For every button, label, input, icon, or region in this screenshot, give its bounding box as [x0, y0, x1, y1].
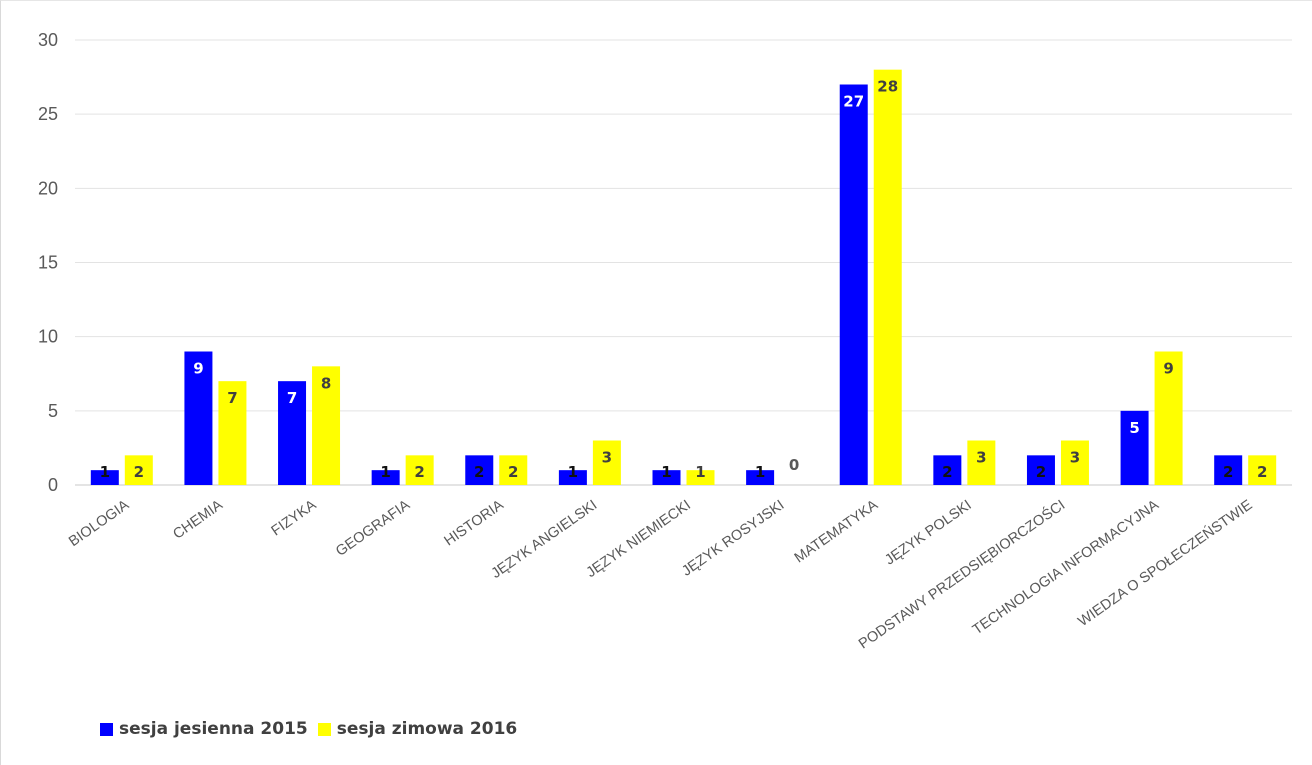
bar-series-1: [839, 84, 868, 485]
bar-series-1: [746, 470, 775, 485]
category-label: WIEDZA O SPOŁECZEŃSTWIE: [1075, 496, 1256, 630]
legend-label-series-1: sesja jesienna 2015: [119, 719, 308, 739]
data-label: 2: [1036, 463, 1046, 481]
y-tick-label: 20: [38, 178, 58, 198]
bar-series-2: [1248, 455, 1277, 485]
bar-series-2: [686, 470, 715, 485]
legend-swatch-series-2: [317, 722, 331, 736]
bar-series-2: [967, 440, 996, 485]
data-label: 5: [1129, 419, 1139, 437]
data-label: 0: [789, 456, 799, 474]
y-tick-label: 25: [38, 104, 58, 124]
bar-series-1: [558, 470, 587, 485]
legend: sesja jesienna 2015 sesja zimowa 2016: [100, 719, 527, 739]
bar-series-2: [499, 455, 528, 485]
data-label: 7: [227, 389, 237, 407]
data-label: 7: [287, 389, 297, 407]
bar-series-1: [1120, 410, 1149, 485]
data-label: 2: [942, 463, 952, 481]
bar-series-1: [278, 381, 307, 485]
data-label: 9: [193, 360, 203, 378]
bar-series-1: [90, 470, 119, 485]
bar-series-2: [592, 440, 621, 485]
category-label: HISTORIA: [442, 497, 507, 549]
category-label: BIOLOGIA: [66, 497, 132, 550]
data-label: 1: [568, 463, 578, 481]
category-label: GEOGRAFIA: [333, 497, 413, 560]
data-label: 2: [134, 463, 144, 481]
bar-series-2: [312, 366, 341, 485]
data-label: 3: [602, 449, 612, 467]
bar-series-2: [218, 381, 247, 485]
bar-series-1: [371, 470, 400, 485]
data-label: 2: [474, 463, 484, 481]
data-label: 3: [1070, 449, 1080, 467]
category-label: CHEMIA: [170, 497, 226, 543]
data-label: 27: [843, 93, 864, 111]
data-label: 8: [321, 374, 331, 392]
category-label: MATEMATYKA: [792, 497, 882, 566]
category-labels: BIOLOGIA CHEMIA FIZYKA GEOGRAFIA HISTORIA JĘZ…: [66, 496, 1256, 653]
bar-series-2: [405, 455, 434, 485]
data-labels: 1 2 9 7 7 8 1 2 2 2 1 3 1 1 1 0 27 28 2 3 2 3 5 9 2 2: [100, 78, 1268, 481]
gridlines: [75, 39, 1292, 486]
data-label: 1: [695, 463, 705, 481]
bar-series-2: [1060, 440, 1089, 485]
bars: [90, 69, 1277, 486]
bar-series-1: [465, 455, 494, 485]
data-label: 28: [877, 78, 898, 96]
bar-series-1: [1214, 455, 1243, 485]
data-label: 2: [1223, 463, 1233, 481]
legend-label-series-2: sesja zimowa 2016: [336, 719, 518, 739]
bar-series-1: [1026, 455, 1055, 485]
bar-series-1: [933, 455, 962, 485]
legend-item-series-1: sesja jesienna 2015: [100, 719, 308, 739]
data-label: 1: [661, 463, 671, 481]
legend-swatch-series-1: [100, 722, 113, 736]
bar-series-2: [124, 455, 153, 485]
category-label: JĘZYK POLSKI: [882, 497, 974, 568]
data-label: 1: [755, 463, 765, 481]
data-label: 9: [1163, 360, 1173, 378]
y-tick-label: 15: [38, 253, 58, 273]
bar-series-1: [184, 351, 213, 485]
data-label: 3: [976, 449, 986, 467]
legend-item-series-2: sesja zimowa 2016: [317, 719, 518, 739]
bar-series-1: [652, 470, 681, 485]
category-label: JĘZYK NIEMIECKI: [584, 497, 694, 581]
data-label: 2: [414, 463, 424, 481]
data-label: 2: [508, 463, 518, 481]
bar-series-2: [1154, 351, 1183, 485]
category-label: FIZYKA: [269, 497, 320, 539]
y-axis-tick-labels: 0 5 10 15 20 25 30: [38, 30, 58, 495]
category-label: TECHNOLOGIA INFORMACYJNA: [970, 497, 1162, 638]
data-label: 2: [1257, 463, 1267, 481]
bar-series-2: [873, 69, 902, 486]
y-tick-label: 0: [48, 475, 58, 495]
category-label: JĘZYK ROSYJSKI: [679, 497, 787, 579]
y-tick-label: 5: [48, 401, 58, 421]
y-tick-label: 30: [38, 30, 58, 50]
data-label: 1: [100, 463, 110, 481]
data-label: 1: [380, 463, 390, 481]
y-tick-label: 10: [38, 327, 58, 347]
